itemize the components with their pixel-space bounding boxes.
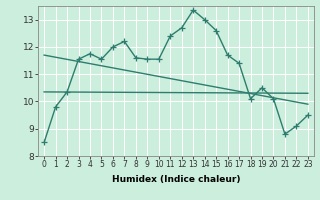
X-axis label: Humidex (Indice chaleur): Humidex (Indice chaleur)	[112, 175, 240, 184]
